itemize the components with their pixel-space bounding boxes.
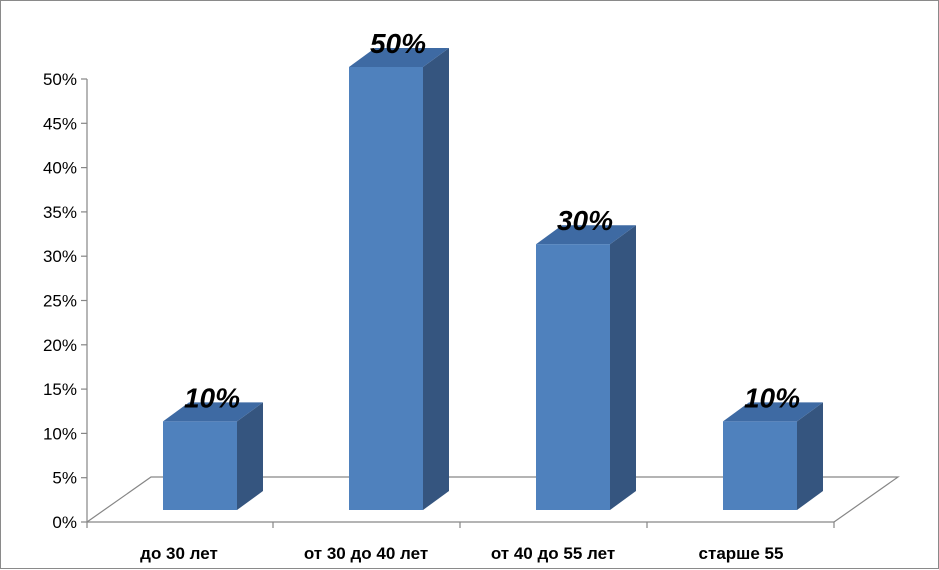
bar-top-face <box>536 225 636 245</box>
y-tick-label: 15% <box>43 380 77 399</box>
floor-back-edge <box>86 476 900 523</box>
y-tick-label: 0% <box>52 513 77 532</box>
bar-top-face <box>163 402 263 422</box>
chart-floor <box>86 476 900 528</box>
data-labels: 10% 50% 30% 10% <box>184 28 800 413</box>
bar-side-face <box>797 402 823 510</box>
x-tick-label: старше 55 <box>699 544 784 563</box>
x-axis-labels: до 30 лет от 30 до 40 лет от 40 до 55 лет с… <box>140 544 783 563</box>
data-label: 10% <box>184 382 240 413</box>
data-label: 30% <box>557 205 613 236</box>
y-tick-label: 20% <box>43 336 77 355</box>
y-tick-label: 5% <box>52 469 77 488</box>
data-label: 10% <box>744 382 800 413</box>
x-tick-label: от 40 до 55 лет <box>491 544 615 563</box>
bar-front-face <box>536 244 610 510</box>
y-tick-label: 30% <box>43 247 77 266</box>
x-tick-label: до 30 лет <box>140 544 218 563</box>
bar <box>723 402 823 510</box>
bar <box>536 225 636 510</box>
bar-side-face <box>423 48 449 510</box>
bar <box>349 48 449 510</box>
bar-top-face <box>723 402 823 422</box>
y-axis: 0% 5% 10% 15% 20% 25% 30% 35% 40% 45% 50% <box>43 70 88 532</box>
y-tick-label: 25% <box>43 292 77 311</box>
bar-top-face <box>349 48 449 67</box>
y-tick-label: 10% <box>43 424 77 443</box>
bar-front-face <box>163 421 237 510</box>
bar-side-face <box>610 225 636 510</box>
bar-side-face <box>237 402 263 510</box>
y-tick-label: 35% <box>43 203 77 222</box>
y-tick-label: 50% <box>43 70 77 89</box>
y-tick-label: 40% <box>43 159 77 178</box>
bar <box>163 402 263 510</box>
bars <box>163 48 823 510</box>
bar-front-face <box>349 67 423 510</box>
data-label: 50% <box>370 28 426 59</box>
bar-front-face <box>723 421 797 510</box>
y-tick-label: 45% <box>43 114 77 133</box>
x-tick-label: от 30 до 40 лет <box>304 544 428 563</box>
